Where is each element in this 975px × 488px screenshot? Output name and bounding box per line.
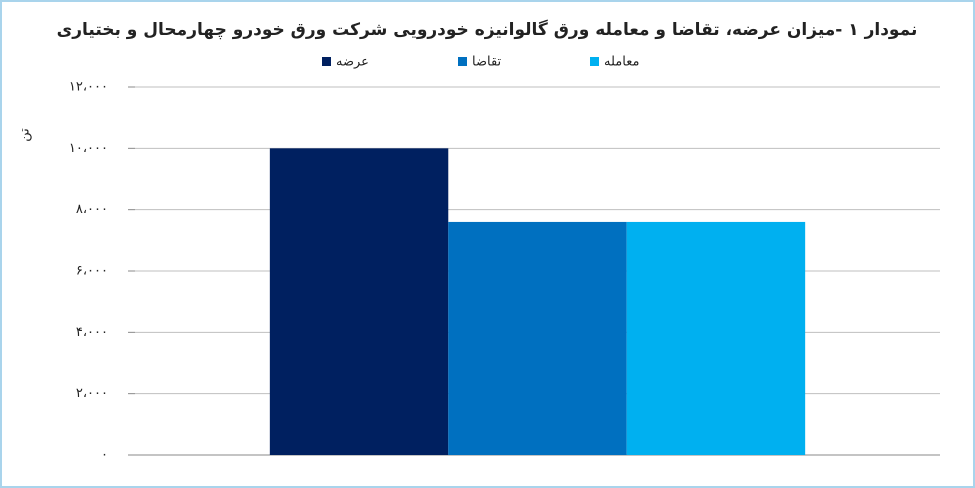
legend-label: عرضه [336,55,369,70]
bar [626,221,806,455]
legend-label: معامله [604,55,639,70]
y-tick-label: ۲،۰۰۰ [76,386,108,401]
y-tick-label: ۸،۰۰۰ [76,202,108,217]
legend-label: تقاضا [472,55,502,70]
y-tick-label: ۱۲،۰۰۰ [69,80,108,95]
y-tick-label: ۰ [101,448,108,463]
legend-swatch [322,57,331,66]
y-tick-label: ۴،۰۰۰ [76,325,108,340]
legend-swatch [458,57,467,66]
chart-title: نمودار ۱ -میزان عرضه، تقاضا و معامله ورق… [57,19,918,40]
y-tick-label: ۶،۰۰۰ [76,264,108,279]
bar [269,148,449,456]
bar [448,221,627,455]
y-tick-label: ۱۰،۰۰۰ [69,141,108,156]
legend-swatch [590,57,599,66]
y-axis-label: تن [18,128,33,142]
